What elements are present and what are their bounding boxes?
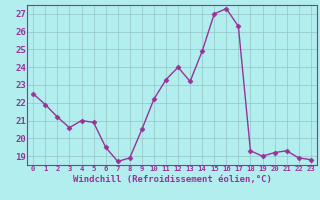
X-axis label: Windchill (Refroidissement éolien,°C): Windchill (Refroidissement éolien,°C) (73, 175, 271, 184)
